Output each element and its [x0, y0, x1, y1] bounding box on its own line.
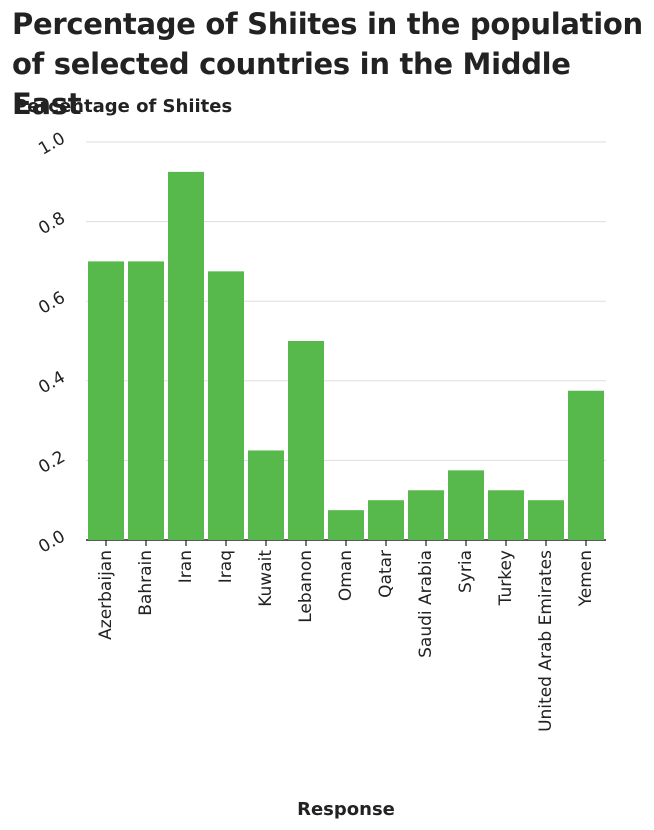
x-tick-label: Bahrain [136, 550, 156, 616]
y-tick-label: 0.2 [35, 447, 68, 478]
chart-title: Percentage of Shiites in the population … [12, 7, 643, 121]
bar [408, 490, 444, 540]
x-tick-label: Iran [176, 550, 196, 583]
x-tick-label: Oman [336, 550, 356, 601]
y-tick-labels: 0.0 0.2 0.4 0.6 0.8 1.0 [35, 129, 68, 558]
bar [288, 341, 324, 540]
bar [448, 470, 484, 540]
bar [368, 500, 404, 540]
bar [88, 261, 124, 540]
bar [568, 390, 604, 540]
x-tick-label: Saudi Arabia [416, 550, 436, 658]
bar [248, 450, 284, 540]
y-tick-label: 0.6 [35, 288, 68, 319]
y-tick-label: 0.4 [35, 367, 68, 398]
bar [168, 171, 204, 540]
y-tick-label: 1.0 [35, 129, 68, 160]
x-axis-title: Response [297, 799, 395, 820]
bars [88, 171, 604, 540]
x-tick-label: Iraq [216, 550, 236, 583]
x-tick-label: Lebanon [296, 550, 316, 623]
bar [328, 510, 364, 540]
bar [208, 271, 244, 540]
bar [528, 500, 564, 540]
x-tick-label: Qatar [376, 550, 396, 598]
bar [488, 490, 524, 540]
y-axis-title: Percentage of Shiites [14, 96, 233, 117]
bar [128, 261, 164, 540]
y-tick-label: 0.0 [35, 527, 68, 558]
x-tick-labels: Azerbaijan Bahrain Iran Iraq Kuwait Lebanon Om… [96, 540, 596, 732]
x-tick-label: Kuwait [256, 550, 276, 607]
x-tick-label: Yemen [576, 550, 596, 607]
y-tick-label: 0.8 [35, 208, 68, 239]
x-tick-label: Syria [456, 550, 476, 593]
x-tick-label: United Arab Emirates [536, 550, 556, 732]
x-tick-label: Turkey [496, 550, 516, 606]
x-tick-label: Azerbaijan [96, 550, 116, 640]
